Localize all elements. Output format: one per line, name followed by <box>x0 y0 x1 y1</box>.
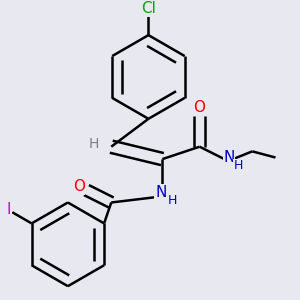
Text: H: H <box>89 136 99 151</box>
Text: H: H <box>168 194 177 206</box>
Text: N: N <box>155 185 166 200</box>
Text: Cl: Cl <box>141 1 156 16</box>
Text: O: O <box>73 179 85 194</box>
Text: N: N <box>223 150 235 165</box>
Text: H: H <box>234 159 243 172</box>
Text: O: O <box>194 100 206 115</box>
Text: I: I <box>7 202 11 217</box>
